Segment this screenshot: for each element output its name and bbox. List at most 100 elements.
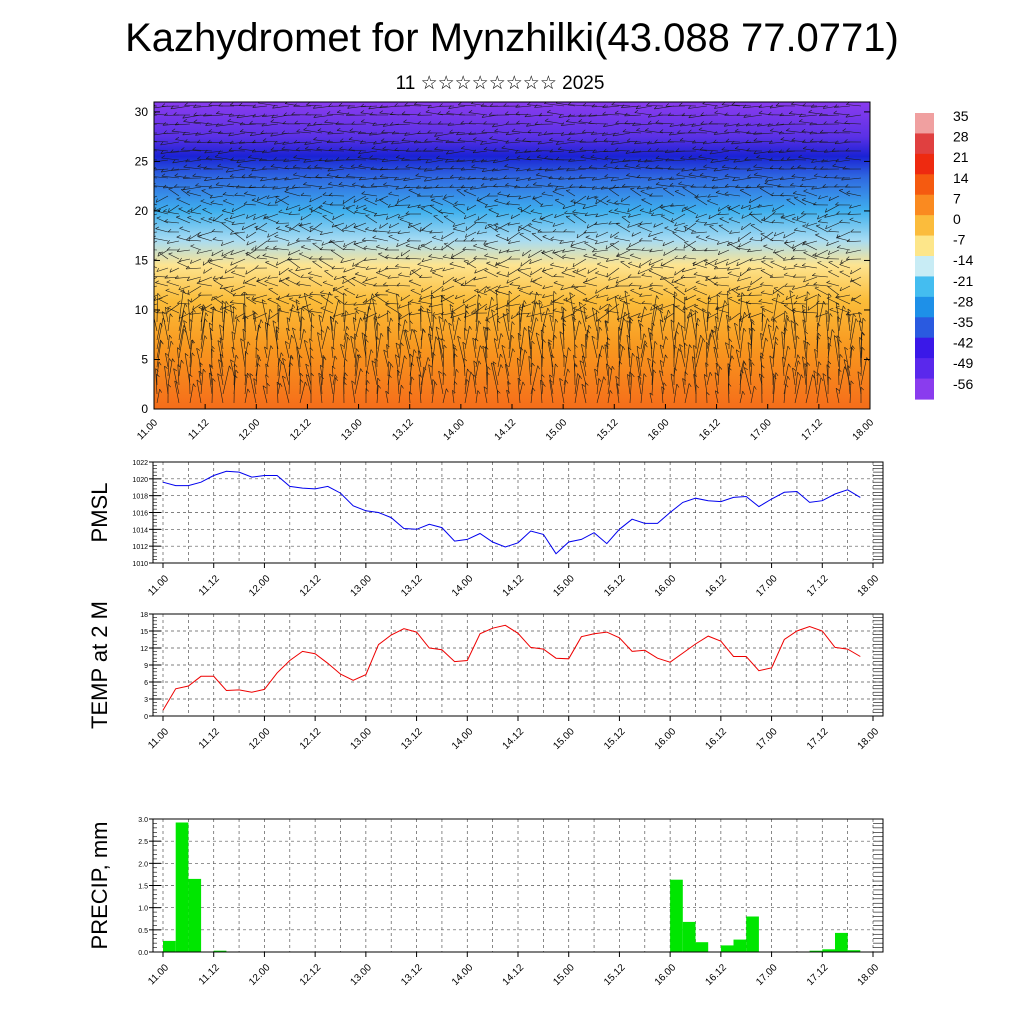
precipPanel-x-tick: 17.00 xyxy=(754,962,780,988)
colorbar-band xyxy=(915,133,934,155)
pmslPanel-x-tick: 16.12 xyxy=(704,573,730,599)
colorbar-label: 0 xyxy=(953,211,961,227)
precipPanel-x-tick: 16.12 xyxy=(704,962,730,988)
pmslPanel-x-tick: 17.12 xyxy=(805,573,831,599)
tempPanel-y-tick: 18 xyxy=(140,612,148,619)
cross-section-x-tick: 15.00 xyxy=(544,417,570,443)
colorbar: 35 28 21 14 7 0 -7 -14 -21 -28 -35 -42 -49 -56 xyxy=(915,108,973,400)
pmslPanel-x-tick: 12.00 xyxy=(247,573,273,599)
cross-section-x-tick: 16.12 xyxy=(697,417,723,443)
colorbar-band xyxy=(915,296,934,318)
precipPanel-y-tick: 0.5 xyxy=(138,928,148,935)
wind-barbs xyxy=(154,102,869,404)
cross-section-x-tick: 14.12 xyxy=(493,417,519,443)
pmslPanel-x-tick: 15.12 xyxy=(602,573,628,599)
cross-section-x-tick: 18.00 xyxy=(851,417,877,443)
pmslPanel-y-tick: 1010 xyxy=(132,561,148,568)
cross-section-x-tick: 16.00 xyxy=(646,417,672,443)
pmslPanel-x-tick: 13.00 xyxy=(349,573,375,599)
precipPanel-x-tick: 18.00 xyxy=(856,962,882,988)
pmslPanel-y-tick: 1012 xyxy=(132,544,148,551)
temp-panel: 0 3 6 9 12 15 18 11.00 11.12 12.00 12.12 13.00 13.12… xyxy=(87,601,884,752)
pmslPanel-grid xyxy=(153,462,883,563)
precip-bar xyxy=(213,950,227,952)
colorbar-label: -49 xyxy=(953,355,973,371)
pmslPanel-x-tick: 17.00 xyxy=(754,573,780,599)
precip-bar xyxy=(746,916,759,952)
precipPanel-y-tick: 3.0 xyxy=(138,817,148,824)
precip-bar xyxy=(822,949,835,952)
cross-section-y-tick: 30 xyxy=(135,105,149,119)
tempPanel-x-tick: 16.12 xyxy=(704,726,730,752)
colorbar-label: 14 xyxy=(953,170,969,186)
tempPanel-x-tick: 12.12 xyxy=(298,726,324,752)
cross-section-y-tick: 20 xyxy=(135,204,149,218)
tempPanel-x-tick: 14.12 xyxy=(501,726,527,752)
precip-bar xyxy=(682,921,696,952)
pmslPanel-x-tick: 11.00 xyxy=(146,573,171,598)
precip-bar xyxy=(733,939,747,952)
tempPanel-series-line xyxy=(162,624,861,711)
cross-section-x-tick: 15.12 xyxy=(595,417,621,443)
precip-bar xyxy=(835,932,848,952)
colorbar-band xyxy=(915,337,934,359)
tempPanel-x-tick: 17.12 xyxy=(805,726,831,752)
cross-section-y-tick: 25 xyxy=(135,154,149,168)
precip-bar xyxy=(188,878,202,952)
cross-section-x-tick: 12.12 xyxy=(288,417,314,443)
pmslPanel-y-label: PMSL xyxy=(87,483,112,543)
precipPanel-x-tick: 16.00 xyxy=(653,962,679,988)
colorbar-band xyxy=(915,317,934,339)
pmslPanel-x-tick: 18.00 xyxy=(856,573,882,599)
colorbar-label: -28 xyxy=(953,293,973,309)
precipPanel-y-tick: 2.0 xyxy=(138,861,148,868)
cross-section-x-tick: 13.00 xyxy=(339,417,365,443)
colorbar-label: -42 xyxy=(953,335,973,351)
tempPanel-x-tick: 14.00 xyxy=(450,726,476,752)
colorbar-band xyxy=(915,378,934,400)
pmslPanel-x-tick: 12.12 xyxy=(298,573,324,599)
pmslPanel-y-tick: 1022 xyxy=(132,460,148,467)
pmslPanel-x-tick: 14.12 xyxy=(501,573,527,599)
tempPanel-y-tick: 3 xyxy=(144,697,148,704)
colorbar-label: -21 xyxy=(953,273,973,289)
precip-bar xyxy=(847,950,861,952)
precip-bar xyxy=(809,950,823,952)
colorbar-band xyxy=(915,256,934,278)
colorbar-band xyxy=(915,174,934,196)
pmslPanel-y-tick: 1020 xyxy=(132,477,148,484)
precipPanel-y-tick: 1.5 xyxy=(138,884,148,891)
precipPanel-x-tick: 15.00 xyxy=(551,962,577,988)
pmslPanel-series-line xyxy=(162,470,861,555)
pmslPanel-x-tick: 11.12 xyxy=(197,573,222,598)
precip-bar xyxy=(670,879,683,952)
cross-section-field xyxy=(154,102,870,409)
precip-bar xyxy=(163,940,176,952)
pmsl-panel: 1010 1012 1014 1016 1018 1020 1022 11.00 11.12 12… xyxy=(87,460,884,599)
cross-section-x-tick: 13.12 xyxy=(390,417,416,443)
precipPanel-x-tick: 12.12 xyxy=(298,962,324,988)
cross-section-x-tick: 14.00 xyxy=(442,417,468,443)
pmslPanel-y-tick: 1016 xyxy=(132,511,148,518)
cross-section-x-tick: 17.12 xyxy=(800,417,826,443)
precipPanel-x-tick: 13.00 xyxy=(349,962,375,988)
colorbar-band xyxy=(915,153,934,175)
cross-section-panel: 0 5 10 15 20 25 30 11.00 11.12 12.00 12.12 13.00 13.… xyxy=(135,101,877,443)
colorbar-band xyxy=(915,194,934,216)
tempPanel-x-tick: 16.00 xyxy=(653,726,679,752)
colorbar-label: -35 xyxy=(953,314,973,330)
chart-title: Kazhydromet for Mynzhilki(43.088 77.0771… xyxy=(125,16,899,60)
colorbar-label: 35 xyxy=(953,108,969,124)
pmslPanel-x-tick: 16.00 xyxy=(653,573,679,599)
precip-bar xyxy=(720,945,734,952)
tempPanel-y-tick: 6 xyxy=(144,680,148,687)
precipPanel-x-tick: 11.12 xyxy=(197,962,222,987)
tempPanel-x-tick: 11.12 xyxy=(197,726,222,751)
colorbar-band xyxy=(915,235,934,257)
colorbar-label: -7 xyxy=(953,232,966,248)
cross-section-y-tick: 0 xyxy=(141,402,148,416)
colorbar-label: 21 xyxy=(953,149,969,165)
colorbar-label: -56 xyxy=(953,376,973,392)
pmslPanel-x-tick: 14.00 xyxy=(450,573,476,599)
